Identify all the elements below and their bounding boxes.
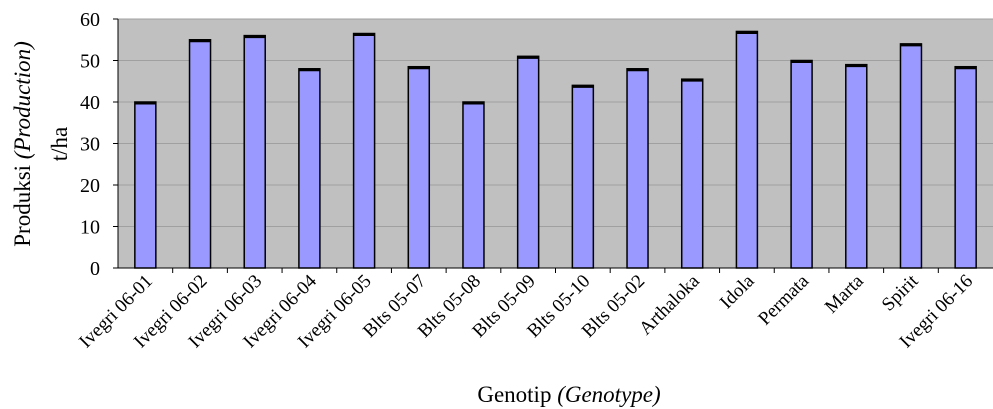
y-tick-label: 0 <box>90 258 100 280</box>
y-axis-title: Produksi (Production) <box>10 41 35 247</box>
y-tick-label: 30 <box>80 134 100 156</box>
bar <box>188 39 212 269</box>
x-tick-label: Permata <box>754 270 813 329</box>
x-axis-title: Genotip (Genotype) <box>477 382 660 407</box>
y-tick-label: 40 <box>80 92 100 114</box>
x-axis-title-italic: (Genotype) <box>557 382 660 407</box>
y-tick-labels: 0 10 20 30 40 50 60 <box>80 9 118 280</box>
bar <box>790 59 813 269</box>
bar <box>626 68 649 269</box>
bar <box>954 65 977 269</box>
x-tick-label: Spirit <box>878 270 923 315</box>
x-tick-label: Arthaloka <box>635 270 704 339</box>
y-tick-label: 50 <box>80 51 100 73</box>
x-tick-label: Idola <box>716 270 759 313</box>
bar <box>899 43 923 269</box>
x-tick-label: Marta <box>821 270 868 317</box>
bar <box>407 65 431 269</box>
y-tick-label: 60 <box>80 9 100 31</box>
y-axis-unit: t/ha <box>47 127 72 162</box>
x-axis-title-main: Genotip <box>477 382 551 407</box>
bar <box>516 55 540 269</box>
bar <box>571 84 595 269</box>
bar <box>134 101 157 269</box>
bar <box>845 63 868 269</box>
y-axis-title-main: Produksi <box>10 165 35 247</box>
bar <box>298 68 321 269</box>
bar <box>243 34 266 269</box>
y-tick-label: 10 <box>80 217 100 239</box>
y-tick-label: 20 <box>80 175 100 197</box>
bar <box>680 78 704 269</box>
bar <box>352 32 376 269</box>
bar <box>735 30 759 269</box>
bar <box>462 101 485 269</box>
bars <box>134 30 977 269</box>
y-axis-title-italic: (Production) <box>10 41 35 159</box>
